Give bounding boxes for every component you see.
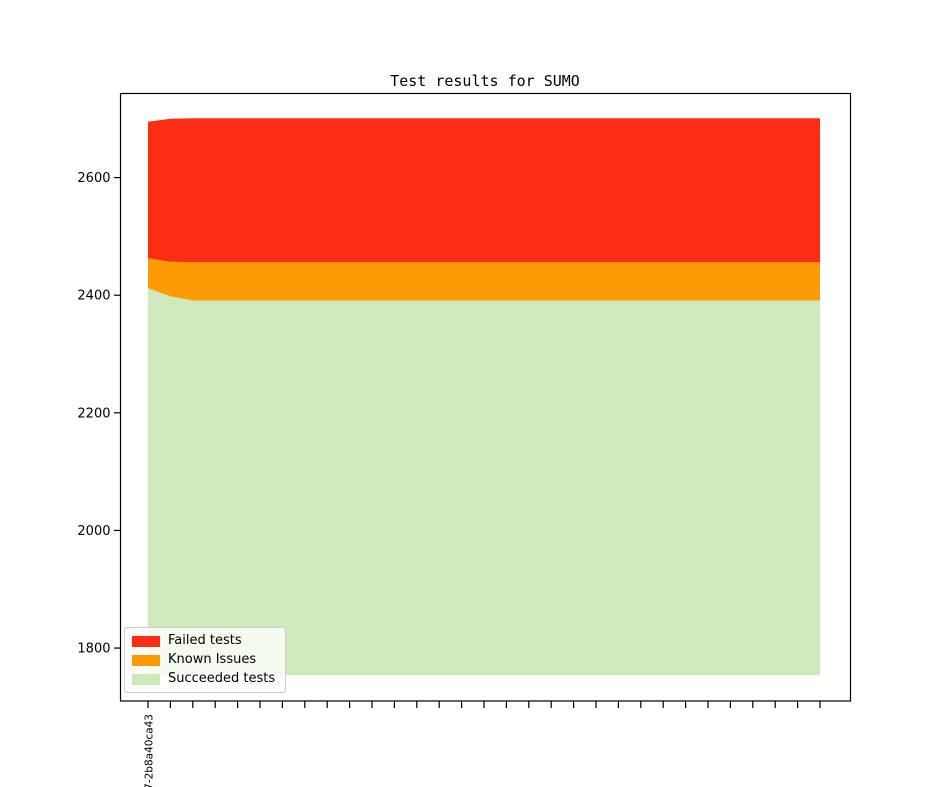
y-tick-label: 2000 [77, 524, 110, 539]
legend-item-failed: Failed tests [132, 634, 275, 648]
legend-item-succeeded: Succeeded tests [132, 672, 275, 686]
succeeded-tests-area [148, 288, 820, 676]
x-tick-label-first: 57-2b8a40ca43 [144, 714, 156, 787]
succeeded-tests-swatch [132, 673, 160, 685]
failed-tests-swatch [132, 635, 160, 647]
y-tick-label: 2400 [77, 289, 110, 304]
known-issues-area [148, 258, 820, 301]
known-issues-swatch [132, 654, 160, 666]
axes-frame [119, 92, 852, 702]
legend-label-succeeded: Succeeded tests [168, 671, 276, 686]
legend-label-known-issues: Known Issues [168, 652, 257, 667]
y-tick-label: 1800 [77, 642, 110, 657]
legend-item-known-issues: Known Issues [132, 653, 275, 667]
legend: Failed tests Known Issues Succeeded test… [124, 627, 287, 693]
failed-tests-area [148, 118, 820, 263]
legend-label-failed: Failed tests [168, 633, 242, 648]
chart-title: Test results for SUMO [390, 72, 580, 90]
y-tick-label: 2200 [77, 406, 110, 421]
y-tick-label: 2600 [77, 171, 110, 186]
